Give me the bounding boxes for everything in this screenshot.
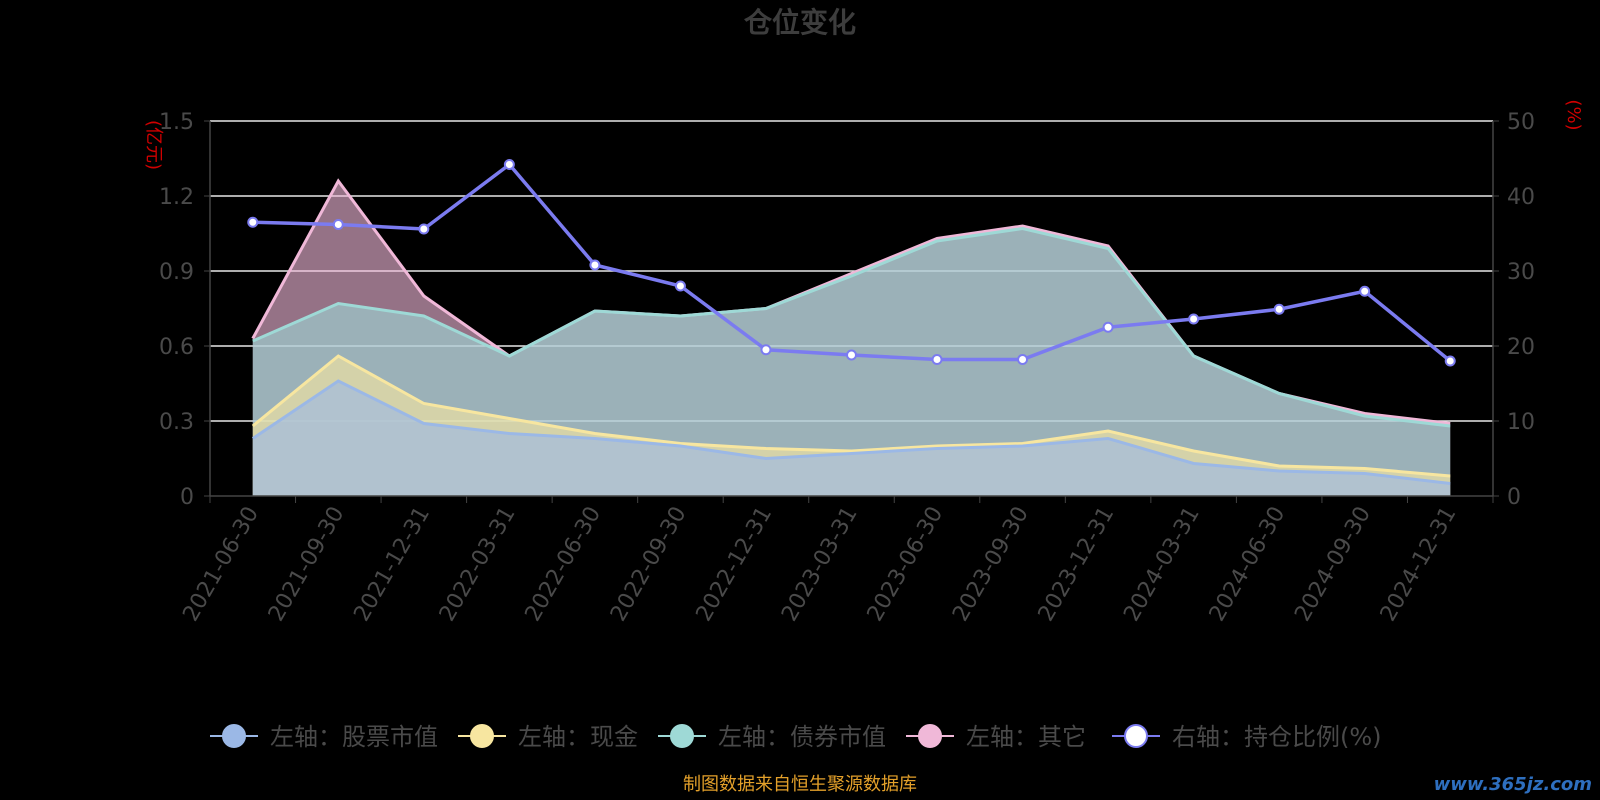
x-tick-label: 2021-06-30 (178, 503, 264, 626)
x-tick-label: 2023-09-30 (948, 503, 1034, 626)
left-axis-unit: (亿元) (143, 120, 164, 170)
legend-marker-1 (470, 724, 494, 748)
legend-label-1: 左轴：现金 (518, 723, 638, 751)
x-tick-label: 2022-09-30 (606, 503, 692, 626)
ratio-point (674, 280, 686, 292)
legend-label-3: 左轴：其它 (966, 723, 1086, 751)
ratio-point (1102, 321, 1114, 333)
ratio-point (247, 216, 259, 228)
legend-marker-0 (222, 724, 246, 748)
legend-label-4: 右轴：持仓比例(%) (1172, 723, 1382, 751)
legend-marker-4 (1124, 724, 1148, 748)
legend-marker-3 (918, 724, 942, 748)
source-note: 制图数据来自恒生聚源数据库 (683, 774, 917, 795)
x-tick-label: 2023-12-31 (1034, 503, 1120, 626)
x-tick-label: 2022-12-31 (692, 503, 778, 626)
left-tick-label: 0.3 (159, 410, 194, 435)
ratio-line-series (247, 159, 1456, 367)
legend-marker-2 (670, 724, 694, 748)
legend-label-0: 左轴：股票市值 (270, 723, 438, 751)
right-axis-unit: (%) (1563, 99, 1584, 130)
right-tick-label: 40 (1507, 185, 1535, 210)
right-tick-label: 20 (1507, 335, 1535, 360)
x-tick-label: 2021-12-31 (349, 503, 435, 626)
ratio-point (846, 349, 857, 361)
ratio-point (931, 354, 943, 365)
area-line-1 (251, 354, 1451, 478)
left-tick-label: 0 (180, 485, 194, 510)
x-tick-label: 2022-06-30 (521, 503, 607, 626)
right-tick-label: 30 (1507, 260, 1535, 285)
x-tick-label: 2024-12-31 (1376, 503, 1462, 626)
left-tick-label: 1.2 (159, 185, 194, 210)
x-tick-label: 2024-06-30 (1205, 503, 1291, 626)
watermark: www.365jz.com (1434, 774, 1592, 795)
ratio-point (1359, 285, 1371, 297)
area-0 (252, 381, 1451, 496)
x-tick-label: 2024-09-30 (1290, 503, 1376, 626)
left-tick-label: 0.9 (159, 260, 194, 285)
area-line-0 (251, 379, 1451, 485)
ratio-point (1444, 355, 1456, 367)
ratio-point (1017, 354, 1029, 365)
right-tick-label: 50 (1507, 110, 1535, 135)
right-tick-label: 0 (1507, 485, 1521, 510)
ratio-point (760, 344, 772, 356)
ratio-point (1273, 303, 1285, 315)
x-tick-label: 2022-03-31 (435, 503, 521, 626)
legend: 左轴：股票市值 左轴：现金 左轴：债券市值 左轴：其它 右轴：持仓比例(%) (210, 723, 1382, 751)
left-tick-label: 0.6 (159, 335, 194, 360)
ratio-point (332, 219, 344, 230)
legend-label-2: 左轴：债券市值 (718, 723, 886, 751)
x-tick-label: 2021-09-30 (264, 503, 350, 626)
area-series (251, 178, 1451, 496)
ratio-point (503, 159, 515, 170)
x-tick-label: 2024-03-31 (1119, 503, 1205, 626)
ratio-point (418, 223, 430, 235)
ratio-point (589, 259, 601, 271)
x-tick-label: 2023-06-30 (863, 503, 949, 626)
ratio-point (1188, 313, 1200, 325)
area-line-2 (252, 226, 1451, 428)
right-tick-label: 10 (1507, 410, 1535, 435)
chart-title: 仓位变化 (744, 6, 856, 39)
x-tick-label: 2023-03-31 (777, 503, 863, 626)
left-tick-label: 1.5 (159, 110, 194, 135)
